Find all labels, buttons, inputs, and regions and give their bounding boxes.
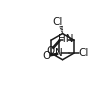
Text: N: N (55, 48, 63, 58)
Text: Cl: Cl (53, 17, 63, 27)
Text: O: O (42, 50, 50, 60)
Text: Cl: Cl (78, 48, 88, 58)
Text: HN: HN (58, 34, 74, 44)
Text: O: O (46, 46, 54, 56)
